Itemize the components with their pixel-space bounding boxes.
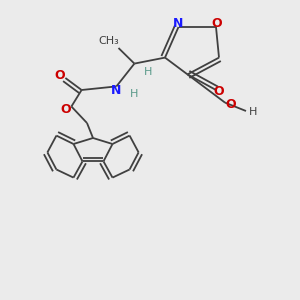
Text: H: H bbox=[143, 67, 152, 77]
Text: O: O bbox=[214, 85, 224, 98]
Text: N: N bbox=[111, 83, 122, 97]
Text: CH₃: CH₃ bbox=[98, 36, 119, 46]
Text: O: O bbox=[225, 98, 236, 112]
Text: N: N bbox=[173, 16, 183, 30]
Text: O: O bbox=[55, 69, 65, 82]
Text: O: O bbox=[61, 103, 71, 116]
Text: O: O bbox=[211, 16, 222, 30]
Text: H: H bbox=[249, 106, 258, 117]
Text: H: H bbox=[130, 88, 139, 99]
